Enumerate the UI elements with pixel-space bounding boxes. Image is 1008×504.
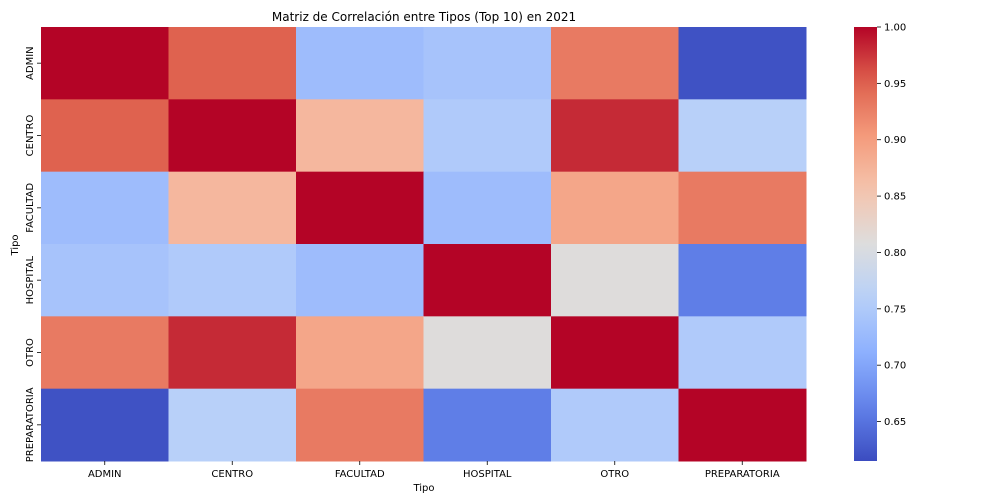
y-axis-label: Tipo xyxy=(10,234,21,256)
heatmap-cell xyxy=(296,27,424,100)
x-axis-ticks: ADMIN CENTRO FACULTAD HOSPITAL OTRO PREPARATO… xyxy=(88,461,780,480)
heatmap-cell xyxy=(41,316,169,390)
heatmap-cell xyxy=(168,244,297,317)
heatmap-cell xyxy=(678,27,807,100)
y-tick-label: CENTRO xyxy=(25,115,36,157)
y-tick-label: FACULTAD xyxy=(25,183,36,233)
heatmap-cell xyxy=(423,99,552,173)
heatmap-cell xyxy=(168,27,297,100)
x-tick-label: PREPARATORIA xyxy=(705,469,780,480)
x-tick-label: FACULTAD xyxy=(335,469,385,480)
heatmap-cell xyxy=(551,171,679,245)
y-tick-label: OTRO xyxy=(25,338,36,367)
x-tick-label: ADMIN xyxy=(88,469,122,480)
heatmap-cell xyxy=(551,99,679,173)
colorbar-tick-label: 1.00 xyxy=(884,23,906,34)
heatmap-cell xyxy=(678,316,807,390)
heatmap-cell xyxy=(551,27,679,100)
colorbar-tick-label: 0.70 xyxy=(884,361,906,372)
heatmap-cell xyxy=(551,316,679,390)
heatmap-cell xyxy=(168,316,297,390)
colorbar-tick-label: 0.65 xyxy=(884,417,906,428)
heatmap-cell xyxy=(41,244,169,317)
x-axis-label: Tipo xyxy=(412,483,434,494)
colorbar-tick-label: 0.90 xyxy=(884,135,906,146)
heatmap-cell xyxy=(423,316,552,390)
heatmap-cell xyxy=(678,171,807,245)
heatmap-cell xyxy=(551,388,679,462)
heatmap-cell xyxy=(296,244,424,317)
x-tick-label: CENTRO xyxy=(211,469,253,480)
heatmap-cell xyxy=(168,171,297,245)
heatmap-cell xyxy=(296,316,424,390)
heatmap-cell xyxy=(296,171,424,245)
y-tick-label: ADMIN xyxy=(25,46,36,80)
heatmap-cells xyxy=(41,27,807,462)
heatmap-cell xyxy=(296,388,424,462)
heatmap-cell xyxy=(168,388,297,462)
heatmap-cell xyxy=(423,27,552,100)
heatmap-cell xyxy=(296,99,424,173)
colorbar-tick-label: 0.95 xyxy=(884,79,906,90)
colorbar-tick-label: 0.85 xyxy=(884,192,906,203)
heatmap-cell xyxy=(41,171,169,245)
colorbar-ticks: 1.00 0.95 0.90 0.85 0.80 0.75 0.70 0.65 xyxy=(877,23,906,428)
heatmap-cell xyxy=(168,99,297,173)
heatmap-cell xyxy=(423,171,552,245)
colorbar xyxy=(854,27,877,461)
heatmap-cell xyxy=(423,388,552,462)
heatmap-cell xyxy=(41,27,169,100)
heatmap-cell xyxy=(678,388,807,462)
y-axis-ticks: ADMIN CENTRO FACULTAD HOSPITAL OTRO PREPARATO… xyxy=(25,46,41,462)
chart-title: Matriz de Correlación entre Tipos (Top 1… xyxy=(272,10,576,24)
x-tick-label: HOSPITAL xyxy=(463,469,512,480)
y-tick-label: PREPARATORIA xyxy=(25,387,36,462)
heatmap-cell xyxy=(678,99,807,173)
colorbar-tick-label: 0.75 xyxy=(884,304,906,315)
x-tick-label: OTRO xyxy=(600,469,629,480)
heatmap-cell xyxy=(41,388,169,462)
heatmap-cell xyxy=(41,99,169,173)
heatmap-cell xyxy=(678,244,807,317)
heatmap-cell xyxy=(423,244,552,317)
heatmap-cell xyxy=(551,244,679,317)
y-tick-label: HOSPITAL xyxy=(25,256,36,305)
colorbar-tick-label: 0.80 xyxy=(884,248,906,259)
